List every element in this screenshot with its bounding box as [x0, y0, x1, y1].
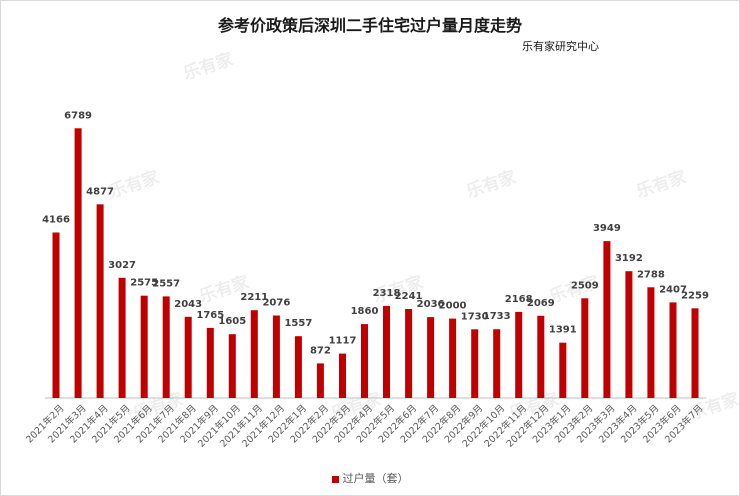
bar	[361, 324, 368, 398]
bar	[493, 329, 501, 398]
bar	[294, 336, 302, 398]
data-label: 4166	[42, 215, 70, 226]
chart-title: 参考价政策后深圳二手住宅过户量月度走势	[217, 16, 522, 35]
data-label: 872	[310, 345, 331, 356]
bar	[691, 308, 699, 398]
data-label: 2036	[417, 299, 445, 310]
data-label: 1733	[483, 311, 511, 322]
data-label: 2241	[395, 291, 423, 302]
data-label: 4877	[86, 186, 114, 197]
data-label: 1730	[461, 311, 489, 322]
data-label: 2407	[659, 284, 687, 295]
bar	[74, 128, 82, 399]
bar	[581, 298, 589, 398]
bar	[184, 316, 192, 398]
bar	[537, 315, 545, 398]
bar	[383, 305, 390, 398]
data-label: 1117	[329, 336, 357, 347]
bar	[339, 353, 346, 398]
bar	[405, 309, 413, 398]
source-label: 乐有家研究中心	[522, 40, 599, 53]
bar	[647, 287, 655, 398]
bar	[228, 334, 236, 398]
bar	[96, 204, 104, 398]
bar	[625, 271, 633, 398]
data-label: 1605	[218, 316, 246, 327]
bar	[52, 232, 60, 398]
data-label: 6789	[64, 110, 92, 121]
bar	[559, 342, 567, 398]
data-label: 2575	[130, 278, 158, 289]
data-label: 2000	[439, 301, 467, 312]
data-label: 2211	[240, 292, 268, 303]
bar	[118, 277, 126, 398]
legend-label: 过户量（套）	[342, 472, 409, 485]
data-label: 1557	[284, 318, 312, 329]
data-label: 2318	[373, 288, 401, 299]
bar	[250, 310, 258, 398]
data-label: 1391	[549, 325, 577, 336]
bar	[471, 329, 479, 398]
bar	[206, 327, 214, 398]
bar	[272, 315, 280, 398]
data-label: 1860	[351, 306, 379, 317]
bar	[603, 241, 611, 398]
data-label: 1765	[196, 310, 224, 321]
bar	[316, 363, 324, 398]
bar	[669, 302, 677, 398]
data-label: 3192	[615, 253, 643, 264]
data-label: 2557	[152, 278, 180, 289]
bar	[427, 317, 435, 398]
data-label: 2069	[527, 298, 555, 309]
data-label: 2043	[174, 299, 202, 310]
legend-swatch	[331, 475, 339, 483]
data-label: 2259	[681, 290, 709, 301]
data-label: 2076	[262, 298, 290, 309]
bar	[162, 296, 170, 398]
data-label: 3027	[108, 260, 136, 271]
bar	[140, 295, 148, 398]
data-label: 2788	[637, 269, 665, 280]
bar	[515, 311, 523, 398]
data-label: 2168	[505, 294, 533, 305]
legend: 过户量（套）	[0, 470, 740, 486]
data-label: 2509	[571, 280, 599, 291]
data-label: 3949	[593, 223, 621, 234]
bar	[449, 318, 457, 398]
